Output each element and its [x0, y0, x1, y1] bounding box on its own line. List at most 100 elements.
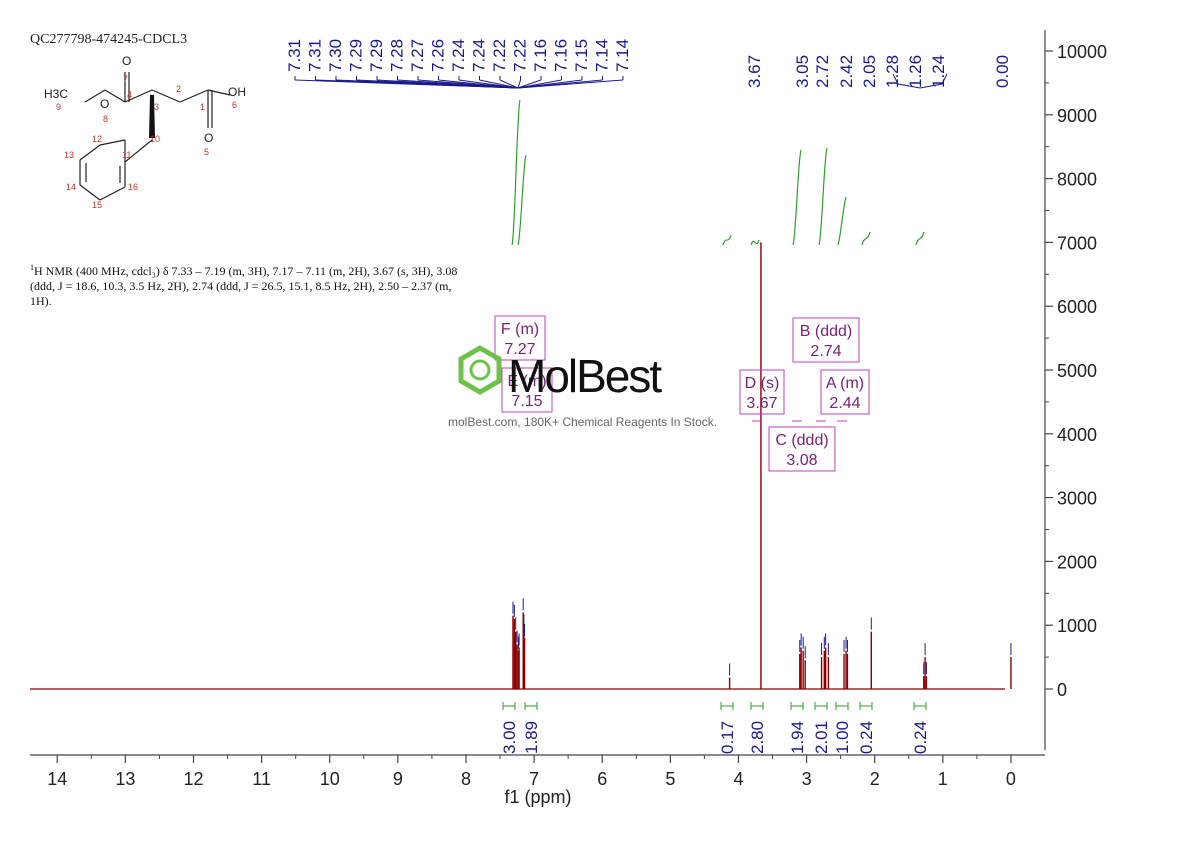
multiplet-box	[501, 367, 553, 413]
multiplet-label: B (ddd)	[800, 323, 852, 340]
multiplet-box	[820, 369, 870, 415]
peak-label: 0.00	[993, 55, 1012, 88]
multiplet-label: F (m)	[501, 321, 539, 338]
y-tick-label: 4000	[1057, 425, 1097, 445]
peak-label-leader	[517, 79, 624, 89]
x-tick-label: 2	[870, 769, 880, 789]
multiplet-box	[494, 315, 546, 361]
y-tick-label: 1000	[1057, 616, 1097, 636]
peak-label: 7.24	[470, 39, 489, 72]
peak-label: 7.28	[388, 39, 407, 72]
x-tick-label: 13	[115, 769, 135, 789]
x-tick-label: 1	[938, 769, 948, 789]
integral-curve	[837, 196, 847, 246]
integral-curve	[750, 239, 760, 246]
x-tick-label: 9	[393, 769, 403, 789]
multiplet-label: C (ddd)	[775, 432, 828, 449]
multiplet-box	[739, 369, 785, 415]
atom-num-16: 16	[128, 182, 138, 192]
multiplet-value: 3.67	[746, 395, 777, 412]
peak-label: 7.26	[429, 39, 448, 72]
atom-oh: OH	[228, 85, 246, 99]
peak-label-leader	[517, 79, 542, 89]
peak-label: 7.22	[490, 39, 509, 72]
peak-label: 7.14	[593, 39, 612, 72]
sample-id: QC277798-474245-CDCL3	[30, 32, 188, 47]
integration-value: 0.17	[718, 721, 737, 754]
atom-num-14: 14	[66, 182, 76, 192]
peak-label: 7.22	[511, 39, 530, 72]
y-tick-label: 10000	[1057, 42, 1107, 62]
x-tick-label: 3	[802, 769, 812, 789]
atom-num-3: 3	[154, 102, 159, 112]
y-tick-label: 6000	[1057, 297, 1097, 317]
peak-label: 7.29	[347, 39, 366, 72]
peak-label: 7.31	[306, 39, 325, 72]
peak-label: 3.67	[745, 55, 764, 88]
atom-num-2: 2	[176, 84, 181, 94]
multiplet-label: E (m)	[507, 373, 546, 390]
watermark: MolBest molBest.com, 180K+ Chemical Reag…	[448, 345, 717, 429]
x-tick-label: 10	[320, 769, 340, 789]
x-tick-label: 0	[1006, 769, 1016, 789]
multiplet-boxes: F (m) 7.27 E (m) 7.15 D (s) 3.67 B (ddd) 2.74 A …	[494, 315, 870, 472]
x-tick-label: 4	[733, 769, 743, 789]
multiplet-value: 2.74	[810, 343, 841, 360]
peak-label-bracket	[892, 73, 948, 89]
integration-value: 1.00	[833, 721, 852, 754]
multiplet-value: 2.44	[829, 395, 860, 412]
atom-num-8: 8	[103, 114, 108, 124]
integral-curve	[722, 234, 732, 246]
integration-value: 1.89	[522, 721, 541, 754]
x-tick-label: 8	[461, 769, 471, 789]
atom-o5: O	[204, 131, 213, 145]
integral-curve	[517, 154, 527, 246]
peak-label: 2.42	[837, 55, 856, 88]
peak-label: 2.72	[813, 55, 832, 88]
peak-label: 7.27	[408, 39, 427, 72]
x-tick-label: 5	[665, 769, 675, 789]
multiplet-box	[768, 426, 836, 472]
molecule-structure: O H3C OH O O 7 9 4 3 2 1 6 8 5 10 12 11 …	[44, 54, 246, 210]
peak-label: 1.24	[929, 55, 948, 88]
atom-num-10: 10	[150, 134, 160, 144]
watermark-logo-icon	[458, 345, 502, 395]
peak-label-leader	[499, 79, 519, 89]
integral-curve	[792, 149, 802, 246]
y-tick-label: 8000	[1057, 170, 1097, 190]
y-tick-label: 9000	[1057, 106, 1097, 126]
peak-label: 3.05	[793, 55, 812, 88]
y-tick-label: 5000	[1057, 361, 1097, 381]
nmr-description: 1H NMR (400 MHz, cdcl₃) δ 7.33 – 7.19 (m…	[30, 263, 458, 308]
peak-label: 7.29	[367, 39, 386, 72]
peak-labels: 7.31 7.31 7.30 7.29 7.29 7.28 7.27 7.26 7.24 7.24…	[285, 39, 1012, 89]
x-tick-label: 7	[529, 769, 539, 789]
peak-label-leader	[479, 79, 519, 89]
integral-curve	[818, 147, 828, 246]
atom-num-6: 6	[232, 100, 237, 110]
atom-h3c: H3C	[44, 87, 68, 101]
watermark-brand: MolBest	[508, 350, 662, 402]
y-axis: 0 1000 2000 3000 4000 5000 6000 7000 8000 9000 100…	[1044, 30, 1107, 750]
integral-curve	[915, 231, 925, 246]
y-tick-label: 7000	[1057, 233, 1097, 253]
peak-label: 7.16	[531, 39, 550, 72]
peak-label: 7.24	[449, 39, 468, 72]
integration-value: 2.80	[748, 721, 767, 754]
spectrum-trace	[30, 242, 1012, 690]
atom-num-9: 9	[56, 102, 61, 112]
peak-label-leader	[458, 79, 519, 89]
x-axis: 14 13 12 11 10 9 8 7 6 5 4 3 2 1 0f1 (ppm)	[30, 754, 1045, 807]
peak-label: 7.15	[572, 39, 591, 72]
integration-value: 1.94	[788, 721, 807, 754]
peak-label: 7.30	[326, 39, 345, 72]
integral-curve	[511, 99, 521, 246]
atom-num-12: 12	[92, 134, 102, 144]
y-tick-label: 3000	[1057, 489, 1097, 509]
atom-num-11: 11	[122, 150, 131, 160]
peak-label: 7.14	[613, 39, 632, 72]
peak-label: 2.05	[860, 55, 879, 88]
atom-o7: O	[122, 54, 131, 68]
multiplet-label: D (s)	[745, 375, 780, 392]
